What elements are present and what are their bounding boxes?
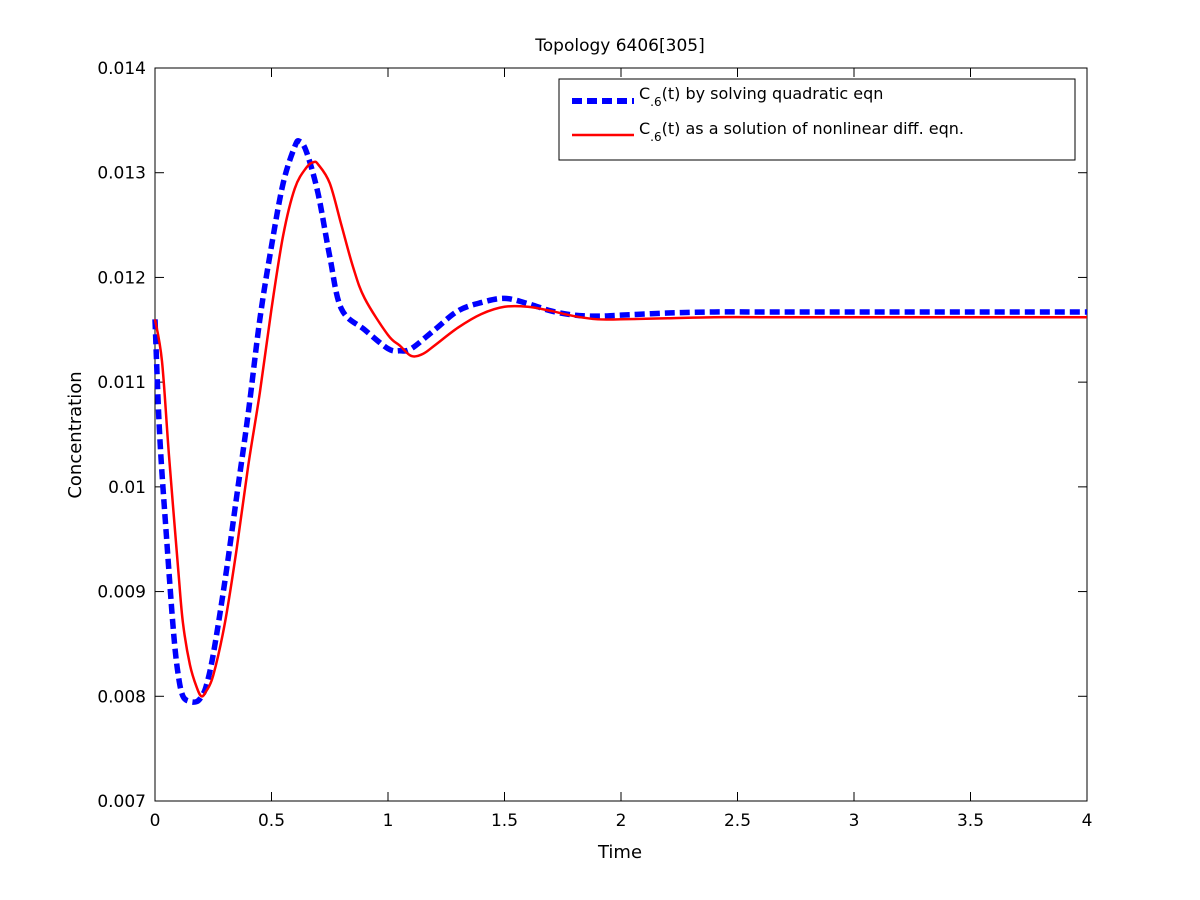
y-tick-label: 0.012: [97, 268, 146, 288]
x-axis-label: Time: [597, 842, 642, 863]
y-axis-label: Concentration: [65, 371, 86, 498]
x-tick-label: 2: [616, 811, 627, 831]
chart-title: Topology 6406[305]: [534, 36, 704, 56]
x-tick-label: 1.5: [491, 811, 518, 831]
x-tick-label: 3: [849, 811, 860, 831]
legend-label-quadratic-rest: (t) by solving quadratic eqn: [662, 84, 884, 103]
x-tick-label: 0.5: [258, 811, 285, 831]
legend-label-nonlinear-sub: .6: [650, 130, 661, 144]
legend-label-quadratic-main: C: [639, 84, 650, 103]
x-tick-label: 0: [150, 811, 161, 831]
x-tick-label: 1: [383, 811, 394, 831]
y-tick-label: 0.009: [97, 583, 146, 603]
series-layer: [152, 137, 1088, 705]
y-tick-label: 0.007: [97, 792, 146, 812]
series-line-nonlinear: [153, 160, 1087, 698]
legend: C.6(t) by solving quadratic eqn C.6(t) a…: [558, 78, 1076, 161]
y-tick-label: 0.013: [97, 164, 146, 184]
ticks: 0 0.5 1 1.5 2 2.5 3 3.5 4 0.007 0.008 0.009 0.01 0.01…: [97, 59, 1092, 831]
x-tick-label: 4: [1082, 811, 1093, 831]
legend-label-nonlinear-main: C: [639, 119, 650, 138]
x-tick-label: 3.5: [957, 811, 984, 831]
y-tick-label: 0.014: [97, 59, 146, 79]
y-tick-label: 0.008: [97, 687, 146, 707]
legend-label-nonlinear-rest: (t) as a solution of nonlinear diff. eqn…: [662, 119, 964, 138]
legend-label-nonlinear: C.6(t) as a solution of nonlinear diff. …: [639, 119, 964, 144]
legend-box: [558, 78, 1076, 161]
plot-area: 0 0.5 1 1.5 2 2.5 3 3.5 4 0.007 0.008 0.009 0.01 0.01…: [97, 59, 1092, 831]
legend-label-quadratic-sub: .6: [650, 95, 661, 109]
x-tick-label: 2.5: [724, 811, 751, 831]
legend-label-quadratic: C.6(t) by solving quadratic eqn: [639, 84, 883, 109]
y-tick-label: 0.01: [108, 478, 146, 498]
y-tick-label: 0.011: [97, 373, 146, 393]
series-line-quadratic: [152, 137, 1088, 705]
